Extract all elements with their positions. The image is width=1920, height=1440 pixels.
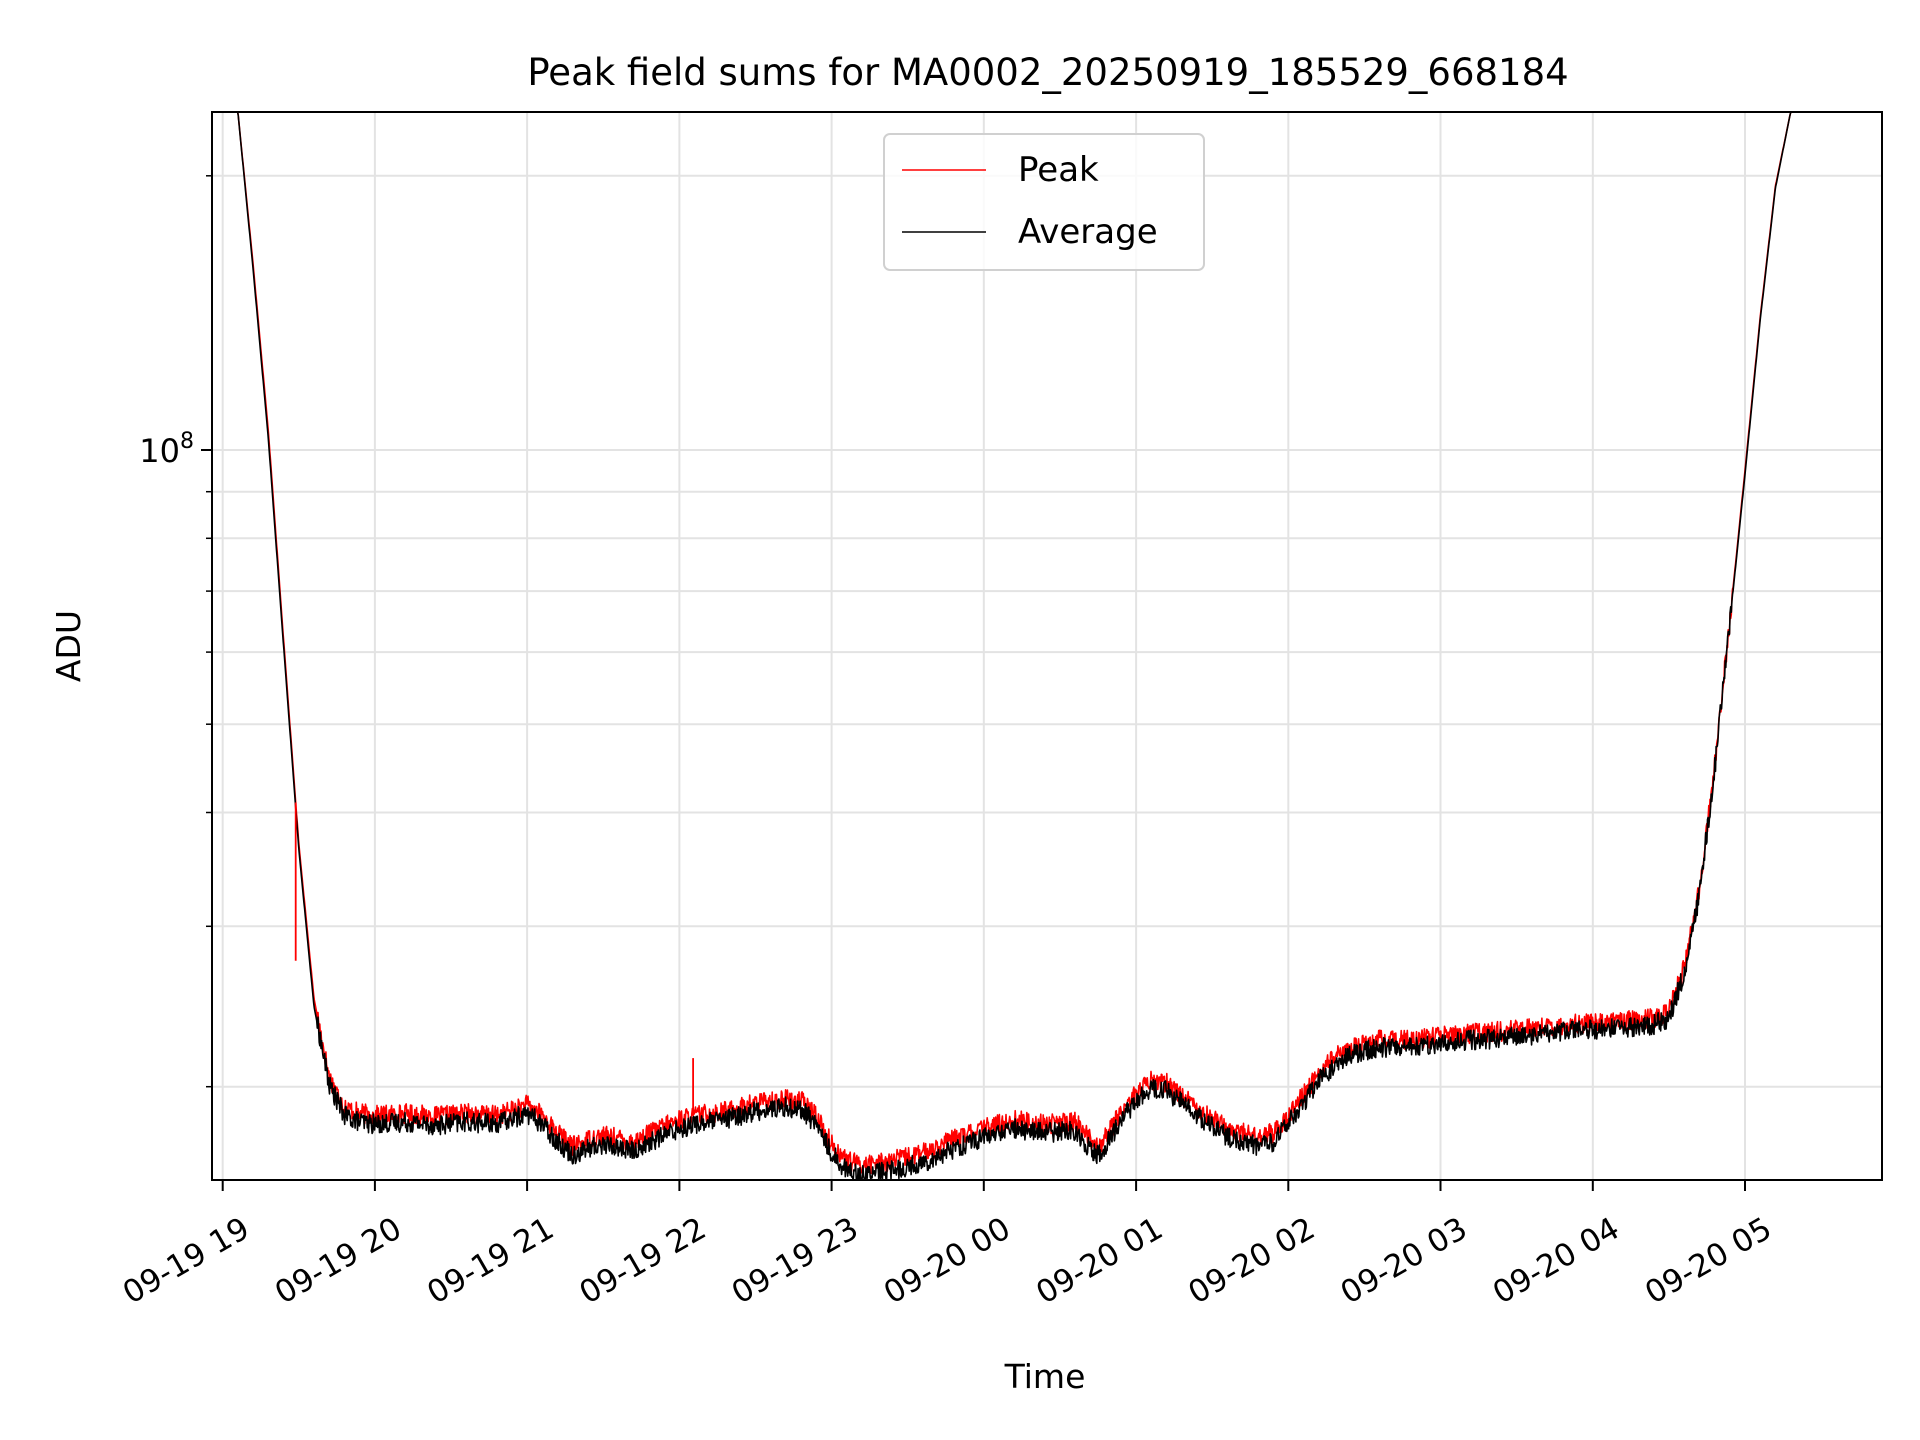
legend-label-average: Average <box>1018 212 1158 252</box>
legend: Peak Average <box>883 133 1205 271</box>
legend-label-peak: Peak <box>1018 150 1099 190</box>
chart-title: Peak field sums for MA0002_20250919_1855… <box>527 51 1568 94</box>
plot-background <box>212 112 1882 1180</box>
grid-layer <box>212 112 1882 1180</box>
legend-box <box>883 133 1205 271</box>
axes-frame <box>211 111 1883 1181</box>
y-axis: 108 <box>139 175 212 1088</box>
x-axis-label: Time <box>1004 1357 1086 1396</box>
plot-area <box>211 111 1883 1181</box>
series-line-average <box>212 112 1882 1180</box>
series-layer <box>212 112 1882 1180</box>
y-tick-label: 108 <box>139 429 194 470</box>
y-axis-label: ADU <box>49 610 88 682</box>
